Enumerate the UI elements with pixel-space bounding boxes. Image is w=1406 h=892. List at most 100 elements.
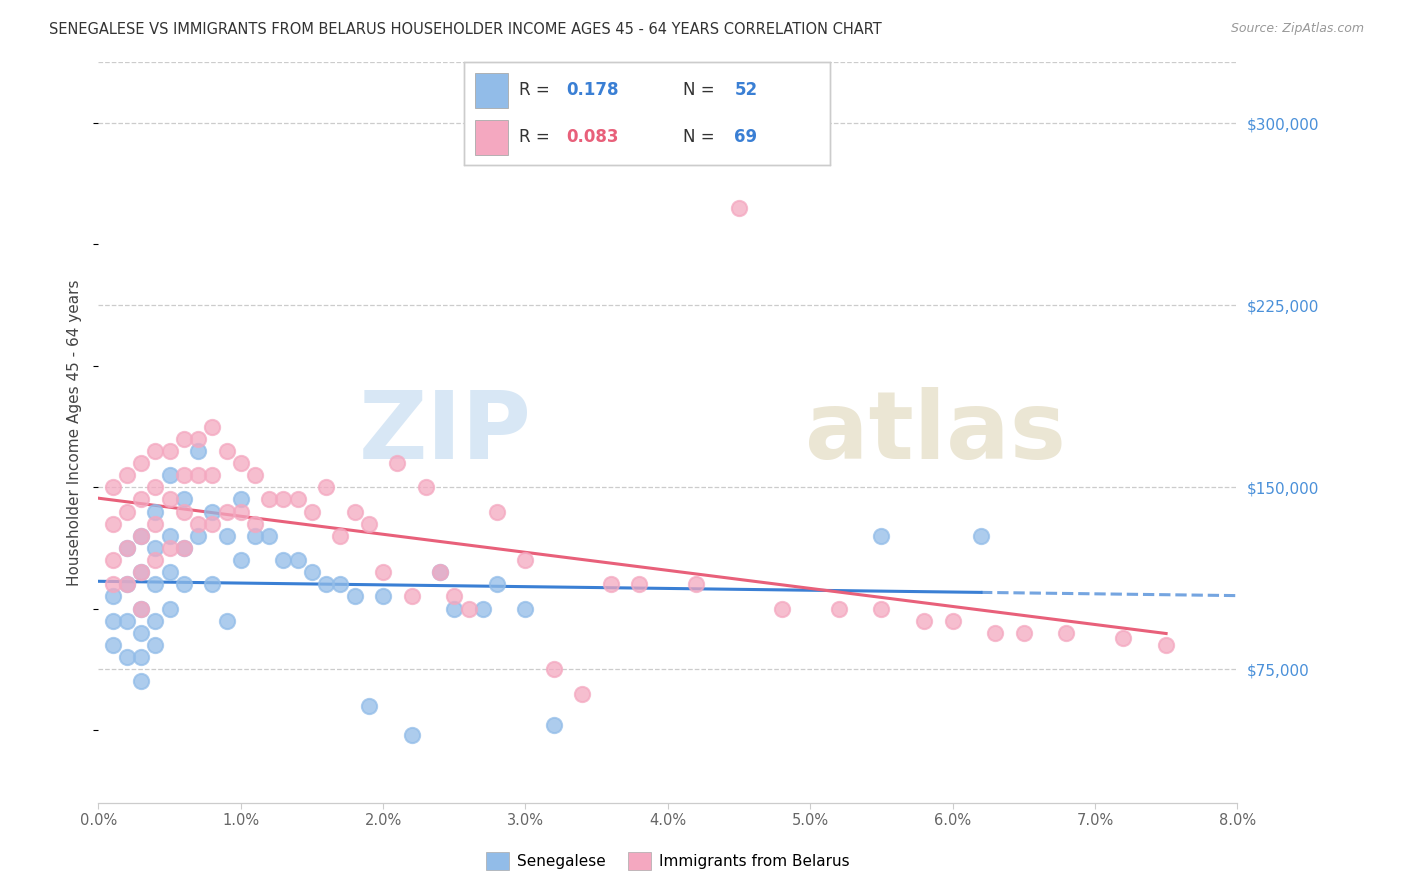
Point (145, 614, 167, 628)
Point (229, 492, 252, 507)
Point (515, 553, 537, 567)
Point (173, 541, 195, 555)
Point (101, 553, 124, 567)
Point (129, 565, 152, 579)
Point (173, 504, 195, 518)
Point (329, 529, 352, 543)
Point (145, 504, 167, 518)
Point (145, 553, 167, 567)
Point (970, 529, 993, 543)
Point (215, 443, 238, 458)
Point (101, 480, 124, 494)
Point (429, 565, 451, 579)
Point (129, 565, 152, 579)
Point (129, 601, 152, 615)
Point (371, 590, 394, 604)
Point (215, 529, 238, 543)
Point (115, 650, 138, 665)
Point (471, 601, 494, 615)
Point (343, 590, 366, 604)
Point (145, 480, 167, 494)
Point (115, 577, 138, 591)
Point (129, 626, 152, 640)
Point (259, 492, 281, 507)
Point (173, 432, 195, 446)
Point (115, 541, 138, 555)
Text: atlas: atlas (804, 386, 1066, 479)
Point (329, 577, 352, 591)
Point (315, 577, 337, 591)
Point (912, 614, 935, 628)
Point (201, 468, 224, 483)
Point (101, 614, 124, 628)
Point (870, 529, 893, 543)
Point (159, 468, 181, 483)
Point (273, 492, 295, 507)
Point (129, 529, 152, 543)
Point (115, 541, 138, 555)
Point (101, 516, 124, 531)
Point (145, 577, 167, 591)
Text: SENEGALESE VS IMMIGRANTS FROM BELARUS HOUSEHOLDER INCOME AGES 45 - 64 YEARS CORR: SENEGALESE VS IMMIGRANTS FROM BELARUS HO… (49, 22, 882, 37)
Point (301, 504, 323, 518)
Point (159, 492, 181, 507)
Point (173, 541, 195, 555)
Point (543, 662, 565, 676)
Point (173, 468, 195, 483)
Bar (475, 73, 508, 108)
Point (457, 601, 479, 615)
Text: 0.083: 0.083 (567, 128, 619, 146)
Point (101, 577, 124, 591)
Point (315, 480, 337, 494)
Point (145, 638, 167, 652)
Point (571, 687, 593, 701)
Point (243, 516, 266, 531)
Point (443, 590, 465, 604)
Point (628, 577, 651, 591)
Point (984, 626, 1007, 640)
Point (129, 529, 152, 543)
Point (387, 456, 409, 470)
Point (129, 674, 152, 689)
Text: R =: R = (519, 81, 555, 99)
Point (401, 728, 423, 742)
Text: 0.178: 0.178 (567, 81, 619, 99)
Point (357, 698, 380, 713)
Point (343, 504, 366, 518)
Point (229, 456, 252, 470)
Point (486, 577, 509, 591)
Point (429, 565, 451, 579)
Point (243, 468, 266, 483)
Point (129, 650, 152, 665)
Text: ZIP: ZIP (359, 386, 531, 479)
Point (942, 614, 965, 628)
Legend: Senegalese, Immigrants from Belarus: Senegalese, Immigrants from Belarus (479, 846, 856, 877)
Point (187, 468, 209, 483)
Point (201, 516, 224, 531)
Point (1056, 626, 1078, 640)
Point (1112, 631, 1135, 645)
Point (159, 443, 181, 458)
Point (259, 529, 281, 543)
Point (201, 419, 224, 434)
Point (728, 201, 751, 215)
Point (415, 480, 437, 494)
Point (145, 443, 167, 458)
Point (115, 577, 138, 591)
Point (486, 504, 509, 518)
Point (159, 541, 181, 555)
Point (129, 456, 152, 470)
Point (287, 553, 309, 567)
Point (229, 553, 252, 567)
Point (187, 529, 209, 543)
Point (159, 565, 181, 579)
Point (371, 565, 394, 579)
Point (401, 590, 423, 604)
Point (229, 504, 252, 518)
Point (1012, 626, 1035, 640)
Text: R =: R = (519, 128, 555, 146)
Point (357, 516, 380, 531)
Point (201, 577, 224, 591)
Point (159, 601, 181, 615)
Point (870, 601, 893, 615)
